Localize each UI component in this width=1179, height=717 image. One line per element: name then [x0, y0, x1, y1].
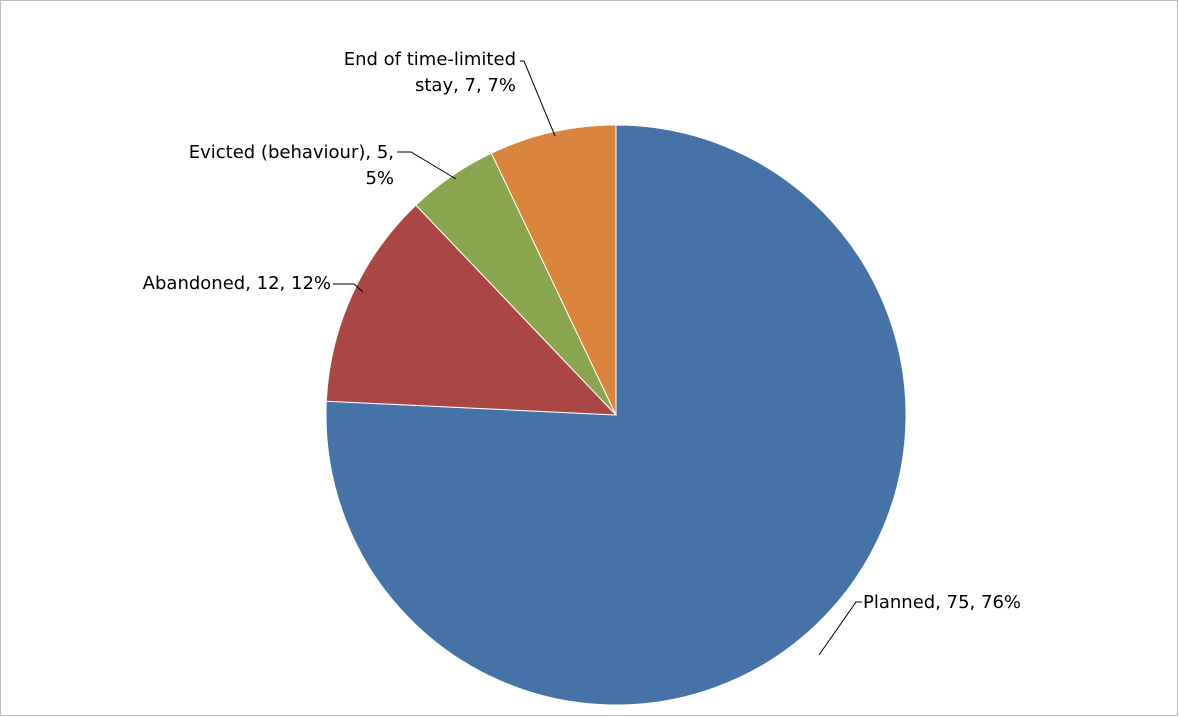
leader-line: [520, 60, 556, 137]
pie-slice-end-of-time-limited-stay: [490, 124, 617, 416]
leader-line: [818, 601, 862, 656]
data-label-line: 5%: [365, 168, 394, 189]
leader-line: [397, 151, 457, 180]
data-label: Evicted (behaviour), 5, 5%: [189, 142, 394, 189]
data-label-line: stay, 7, 7%: [415, 75, 516, 96]
data-label-line: Evicted (behaviour), 5,: [189, 142, 394, 163]
pie-slice-abandoned: [325, 204, 618, 416]
data-label-line: Abandoned, 12, 12%: [143, 273, 331, 294]
data-label: Abandoned, 12, 12%: [143, 273, 331, 294]
leader-line: [333, 283, 364, 293]
data-label-line: End of time-limited: [344, 49, 516, 70]
data-label: Planned, 75, 76%: [863, 592, 1021, 613]
data-label: End of time-limited stay, 7, 7%: [344, 49, 516, 96]
data-label-line: Planned, 75, 76%: [863, 592, 1021, 613]
pie-slice-planned: [325, 124, 907, 706]
